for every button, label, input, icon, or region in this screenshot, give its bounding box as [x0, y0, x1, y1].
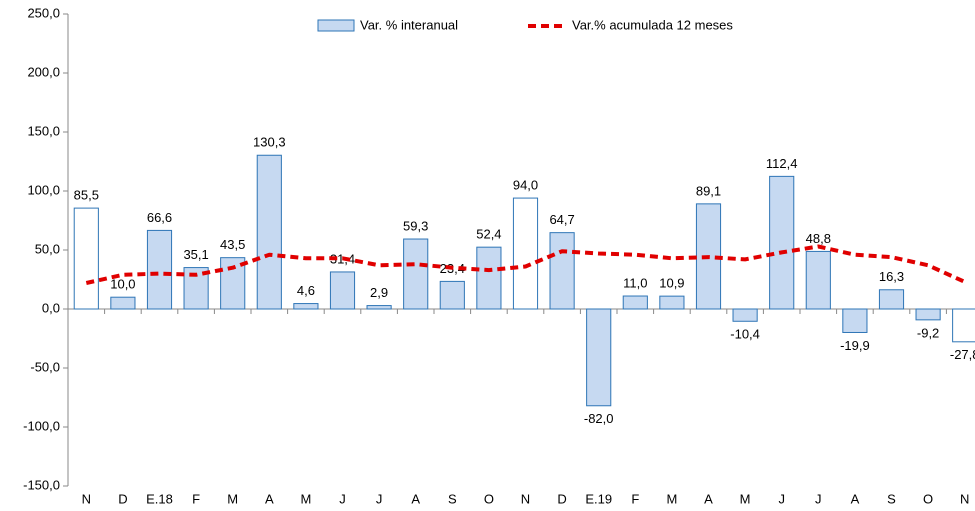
bar [769, 175, 795, 310]
bar [842, 308, 868, 333]
data-label: 43,5 [220, 237, 245, 252]
bar [952, 308, 975, 343]
data-label: 10,0 [110, 277, 135, 292]
x-tick-label: J [376, 491, 383, 506]
legend: Var. % interanual Var.% acumulada 12 mes… [317, 17, 733, 32]
x-tick-label: M [300, 491, 311, 506]
bar [732, 308, 758, 322]
x-tick-label: A [265, 491, 274, 506]
data-label: 48,8 [806, 231, 831, 246]
bar [805, 250, 831, 310]
x-tick-label: E.19 [585, 491, 612, 506]
y-tick-label: -100,0 [23, 418, 60, 433]
x-tick-label: N [82, 491, 91, 506]
x-tick-label: A [704, 491, 713, 506]
bar [403, 238, 429, 310]
legend-label: Var.% acumulada 12 meses [572, 17, 733, 32]
data-label: 52,4 [476, 227, 501, 242]
x-tick-label: D [118, 491, 127, 506]
data-label: 16,3 [879, 269, 904, 284]
x-tick-label: E.18 [146, 491, 173, 506]
bar [622, 295, 648, 310]
x-tick-label: M [227, 491, 238, 506]
bar [476, 246, 502, 310]
data-label: 2,9 [370, 285, 388, 300]
data-label: 64,7 [549, 212, 574, 227]
bar [329, 271, 356, 310]
x-tick-label: N [521, 491, 530, 506]
bar [439, 280, 465, 310]
y-tick-label: 0,0 [42, 300, 60, 315]
data-label: 130,3 [253, 135, 286, 150]
bar [586, 308, 612, 407]
y-tick-label: -50,0 [30, 359, 60, 374]
data-label: 59,3 [403, 218, 428, 233]
data-label: 10,9 [659, 276, 684, 291]
x-tick-label: M [740, 491, 751, 506]
x-tick-label: N [960, 491, 969, 506]
bar [549, 232, 575, 310]
data-label: -9,2 [917, 325, 939, 340]
data-label: 11,0 [623, 275, 647, 290]
data-label: 94,0 [513, 178, 538, 193]
bar [73, 207, 99, 310]
data-label: 35,1 [183, 247, 208, 262]
x-tick-label: F [631, 491, 639, 506]
line [85, 244, 966, 285]
bar [878, 289, 905, 310]
bar [256, 154, 282, 310]
data-label: -10,4 [730, 327, 760, 342]
data-label: 85,5 [74, 188, 99, 203]
x-tick-label: O [484, 491, 494, 506]
bar [915, 308, 941, 321]
y-tick-label: 200,0 [27, 64, 60, 79]
x-tick-label: O [923, 491, 933, 506]
bar [659, 295, 685, 310]
data-label: -27,8 [950, 347, 975, 362]
y-tick-label: 100,0 [27, 182, 60, 197]
data-label: 4,6 [297, 283, 315, 298]
data-label: 89,1 [696, 183, 721, 198]
y-tick-label: 50,0 [35, 241, 60, 256]
legend-swatch [317, 19, 355, 32]
y-tick-label: -150,0 [23, 477, 60, 492]
bar [366, 305, 392, 310]
data-label: -82,0 [584, 411, 614, 426]
x-tick-label: F [192, 491, 200, 506]
legend-label: Var. % interanual [360, 17, 458, 32]
y-tick-label: 150,0 [27, 123, 60, 138]
bar [110, 296, 136, 310]
x-tick-label: S [448, 491, 457, 506]
x-tick-label: J [339, 491, 346, 506]
x-tick-label: D [557, 491, 566, 506]
x-tick-label: S [887, 491, 896, 506]
y-tick-label: 250,0 [27, 5, 60, 20]
x-tick-label: J [778, 491, 785, 506]
bar [293, 303, 319, 310]
x-tick-label: J [815, 491, 822, 506]
x-tick-label: A [411, 491, 420, 506]
data-label: 112,4 [766, 156, 798, 171]
bar [146, 229, 173, 310]
bar [512, 197, 539, 310]
x-tick-label: A [851, 491, 860, 506]
data-label: 66,6 [147, 210, 172, 225]
x-tick-label: M [666, 491, 677, 506]
data-label: -19,9 [840, 338, 870, 353]
